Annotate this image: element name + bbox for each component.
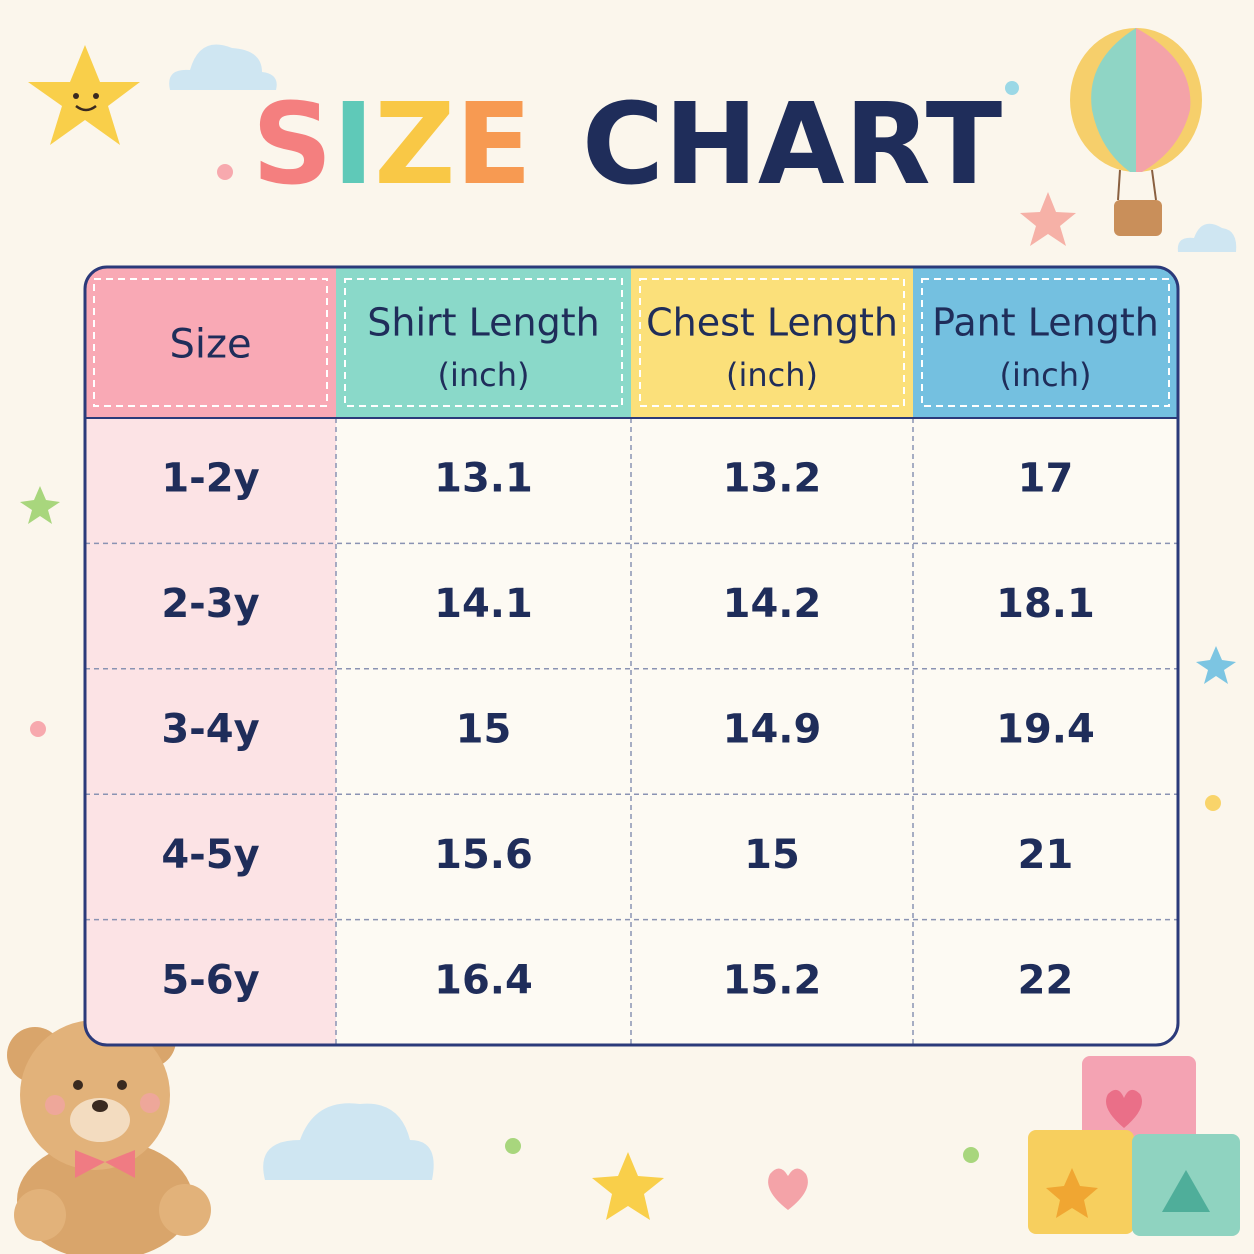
header-unit: (inch) bbox=[726, 356, 818, 394]
dot bbox=[217, 164, 233, 180]
teddy-bear bbox=[7, 1012, 211, 1254]
value-cell: 15 bbox=[456, 707, 512, 753]
star-smile bbox=[75, 104, 97, 112]
size-table: Size Shirt Length (inch) Chest Length (inch)… bbox=[83, 265, 1180, 1047]
heart bbox=[768, 1168, 808, 1210]
value-cell: 16.4 bbox=[434, 957, 533, 1003]
balloon-basket bbox=[1114, 200, 1162, 236]
title: SIZE CHART bbox=[252, 80, 1002, 210]
value-cell: 15.6 bbox=[434, 832, 533, 878]
dot bbox=[30, 721, 46, 737]
title-letter: S bbox=[252, 80, 333, 210]
balloon-rope bbox=[1117, 169, 1157, 201]
header-label: Size bbox=[169, 322, 251, 368]
star-eye bbox=[73, 93, 79, 99]
cloud bbox=[169, 44, 277, 90]
star bbox=[592, 1152, 664, 1220]
header-cell bbox=[336, 267, 631, 418]
value-cell: 14.9 bbox=[723, 707, 822, 753]
header-label: Pant Length bbox=[932, 301, 1159, 345]
cloud bbox=[263, 1103, 434, 1180]
header-cell bbox=[85, 267, 336, 418]
size-cell: 4-5y bbox=[161, 832, 259, 878]
dot bbox=[505, 1138, 521, 1154]
value-cell: 14.2 bbox=[723, 581, 822, 627]
header-stitch bbox=[639, 278, 905, 407]
value-cell: 18.1 bbox=[996, 581, 1095, 627]
star bbox=[28, 45, 140, 145]
table-border bbox=[83, 265, 1180, 1047]
value-cell: 19.4 bbox=[996, 707, 1095, 753]
header-cell bbox=[913, 267, 1178, 418]
title-letter: Z bbox=[374, 80, 455, 210]
title-colorful: SIZE bbox=[252, 80, 532, 210]
size-cell: 3-4y bbox=[161, 707, 259, 753]
balloon-stripe bbox=[1091, 28, 1136, 172]
value-cell: 15 bbox=[744, 832, 800, 878]
size-cell: 2-3y bbox=[161, 581, 259, 627]
header-unit: (inch) bbox=[999, 356, 1091, 394]
title-letter: E bbox=[455, 80, 532, 210]
dot bbox=[963, 1147, 979, 1163]
value-cell: 15.2 bbox=[723, 957, 822, 1003]
star bbox=[1020, 192, 1076, 246]
cloud bbox=[1177, 223, 1237, 252]
dot bbox=[1005, 81, 1019, 95]
toy-blocks bbox=[1028, 1056, 1240, 1236]
size-cell: 5-6y bbox=[161, 957, 259, 1003]
header-cell bbox=[631, 267, 913, 418]
star bbox=[1196, 646, 1236, 684]
value-cell: 13.2 bbox=[723, 456, 822, 502]
decorations bbox=[7, 28, 1240, 1254]
header-stitch bbox=[344, 278, 623, 407]
header-label: Chest Length bbox=[646, 301, 898, 345]
value-cell: 14.1 bbox=[434, 581, 533, 627]
star bbox=[20, 486, 60, 524]
header-unit: (inch) bbox=[437, 356, 529, 394]
balloon-stripe bbox=[1136, 28, 1191, 172]
value-cell: 22 bbox=[1018, 957, 1074, 1003]
header-stitch bbox=[921, 278, 1170, 407]
title-dark: CHART bbox=[582, 80, 1002, 210]
size-cell: 1-2y bbox=[161, 456, 259, 502]
value-cell: 21 bbox=[1018, 832, 1074, 878]
header-label: Shirt Length bbox=[367, 301, 599, 345]
size-col-bg bbox=[85, 418, 336, 1045]
value-cell: 13.1 bbox=[434, 456, 533, 502]
title-letter: I bbox=[333, 80, 375, 210]
dot bbox=[1205, 795, 1221, 811]
star-eye bbox=[93, 93, 99, 99]
value-cell: 17 bbox=[1018, 456, 1074, 502]
